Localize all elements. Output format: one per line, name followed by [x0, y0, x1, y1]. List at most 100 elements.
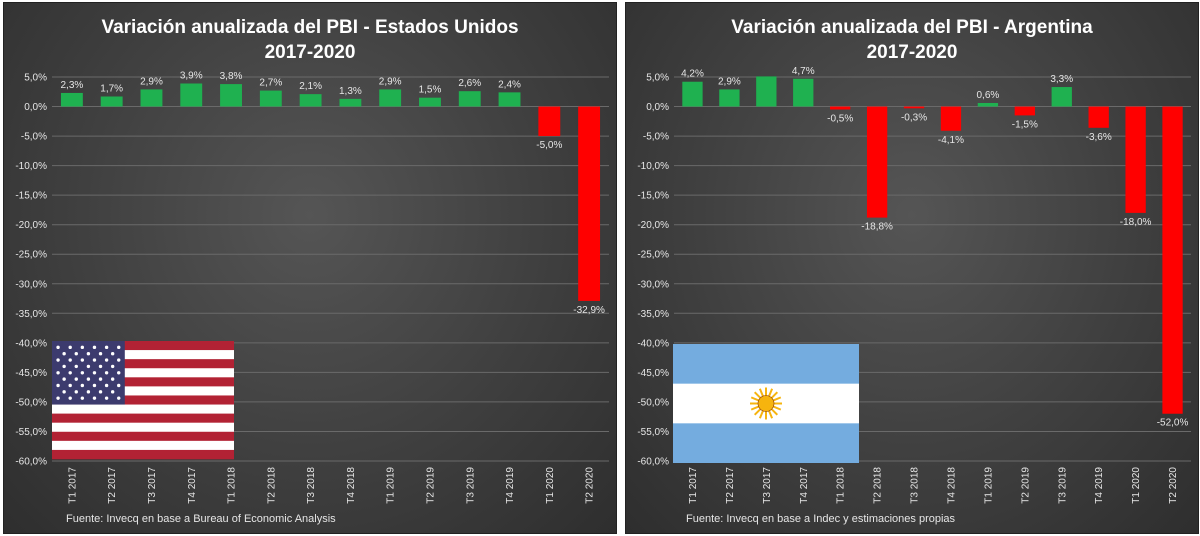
bar — [866, 106, 888, 218]
chart-title-line: 2017-2020 — [265, 42, 356, 63]
data-label: -3,6% — [1086, 132, 1112, 143]
bar — [719, 89, 740, 107]
data-label: -32,9% — [573, 305, 605, 316]
bar — [578, 106, 601, 301]
chart-title-line: Variación anualizada del PBI - Argentina — [731, 17, 1093, 38]
bar — [458, 91, 481, 107]
bar — [682, 81, 703, 107]
y-tick-label: -25,0% — [637, 250, 669, 261]
data-label: 3,3% — [1050, 74, 1073, 85]
data-label: -18,8% — [861, 222, 893, 233]
bar — [940, 106, 962, 131]
data-label: 3,9% — [180, 70, 203, 81]
data-label: -1,5% — [1012, 119, 1038, 130]
y-tick-label: -45,0% — [637, 368, 669, 379]
data-label: 2,6% — [458, 78, 481, 89]
data-label: 2,9% — [718, 76, 741, 87]
bar — [498, 92, 521, 107]
y-tick-label: -25,0% — [15, 250, 47, 261]
data-label: 4,7% — [792, 66, 815, 77]
y-tick-label: -50,0% — [15, 397, 47, 408]
x-tick-label: T1 2018 — [836, 467, 847, 504]
chart-panel-usa: Variación anualizada del PBI - Estados U… — [3, 2, 617, 534]
y-tick-label: -30,0% — [15, 279, 47, 290]
bar — [140, 89, 163, 107]
bar — [538, 106, 561, 137]
y-tick-label: -35,0% — [637, 309, 669, 320]
bar — [1125, 106, 1146, 213]
x-tick-label: T1 2017 — [688, 467, 699, 504]
x-tick-label: T2 2020 — [585, 467, 596, 504]
data-label: 2,4% — [498, 79, 521, 90]
y-tick-label: -10,0% — [15, 161, 47, 172]
bar — [756, 76, 777, 107]
chart-usa: Variación anualizada del PBI - Estados U… — [15, 17, 609, 525]
source-note: Fuente: Invecq en base a Bureau of Econo… — [66, 513, 336, 525]
x-tick-label: T2 2017 — [107, 467, 118, 504]
data-label: -4,1% — [938, 135, 964, 146]
y-tick-label: -15,0% — [15, 191, 47, 202]
y-tick-label: 0,0% — [24, 102, 47, 113]
y-tick-label: -10,0% — [637, 161, 669, 172]
bar — [60, 92, 83, 107]
bar — [1051, 87, 1072, 107]
bar — [379, 89, 402, 107]
bar — [830, 106, 851, 110]
bar — [299, 94, 322, 107]
y-tick-label: -60,0% — [15, 457, 47, 468]
usa-flag-icon — [52, 341, 234, 460]
data-label: -18,0% — [1120, 217, 1152, 228]
x-tick-label: T4 2018 — [346, 467, 357, 504]
y-tick-label: -40,0% — [637, 338, 669, 349]
y-tick-label: 5,0% — [24, 73, 47, 84]
y-tick-label: -45,0% — [15, 368, 47, 379]
y-tick-label: -35,0% — [15, 309, 47, 320]
x-tick-label: T2 2017 — [725, 467, 736, 504]
bar — [1088, 106, 1109, 128]
data-label: -0,5% — [827, 113, 853, 124]
x-tick-label: T1 2020 — [1131, 467, 1142, 504]
data-label: 2,7% — [259, 78, 282, 89]
bar — [903, 106, 925, 109]
x-tick-label: T4 2018 — [946, 467, 957, 504]
y-tick-label: -20,0% — [15, 220, 47, 231]
x-tick-label: T1 2019 — [983, 467, 994, 504]
x-tick-label: T3 2017 — [147, 467, 158, 504]
x-tick-label: T2 2018 — [266, 467, 277, 504]
bar — [100, 96, 123, 107]
y-tick-label: -55,0% — [637, 427, 669, 438]
x-tick-label: T1 2017 — [67, 467, 78, 504]
data-label: 2,1% — [299, 81, 322, 92]
data-label: 2,9% — [379, 76, 402, 87]
x-tick-label: T3 2017 — [762, 467, 773, 504]
data-label: 4,2% — [681, 69, 704, 80]
chart-panel-argentina: Variación anualizada del PBI - Argentina… — [625, 2, 1199, 534]
chart-title-line: Variación anualizada del PBI - Estados U… — [101, 17, 518, 38]
bar — [339, 98, 362, 107]
bar — [180, 83, 203, 107]
x-tick-label: T4 2017 — [799, 467, 810, 504]
y-tick-label: 5,0% — [646, 73, 669, 84]
data-label: 1,3% — [339, 86, 362, 97]
x-tick-label: T4 2019 — [1094, 467, 1105, 504]
data-label: -5,0% — [536, 140, 562, 151]
x-tick-label: T2 2018 — [873, 467, 884, 504]
data-label: -0,3% — [901, 112, 927, 123]
data-label: 1,7% — [100, 83, 123, 94]
x-tick-label: T1 2018 — [227, 467, 238, 504]
data-label: 0,6% — [976, 90, 999, 101]
y-tick-label: -60,0% — [637, 457, 669, 468]
bar — [793, 78, 814, 107]
bar — [977, 102, 999, 107]
x-tick-label: T3 2018 — [306, 467, 317, 504]
x-tick-label: T3 2018 — [910, 467, 921, 504]
y-tick-label: 0,0% — [646, 102, 669, 113]
chart-title-line: 2017-2020 — [867, 42, 958, 63]
data-label: -52,0% — [1157, 418, 1189, 429]
y-tick-label: -5,0% — [643, 132, 669, 143]
bar — [1162, 106, 1183, 414]
x-tick-label: T4 2019 — [505, 467, 516, 504]
y-tick-label: -55,0% — [15, 427, 47, 438]
bar — [259, 90, 282, 107]
x-tick-label: T1 2020 — [545, 467, 556, 504]
